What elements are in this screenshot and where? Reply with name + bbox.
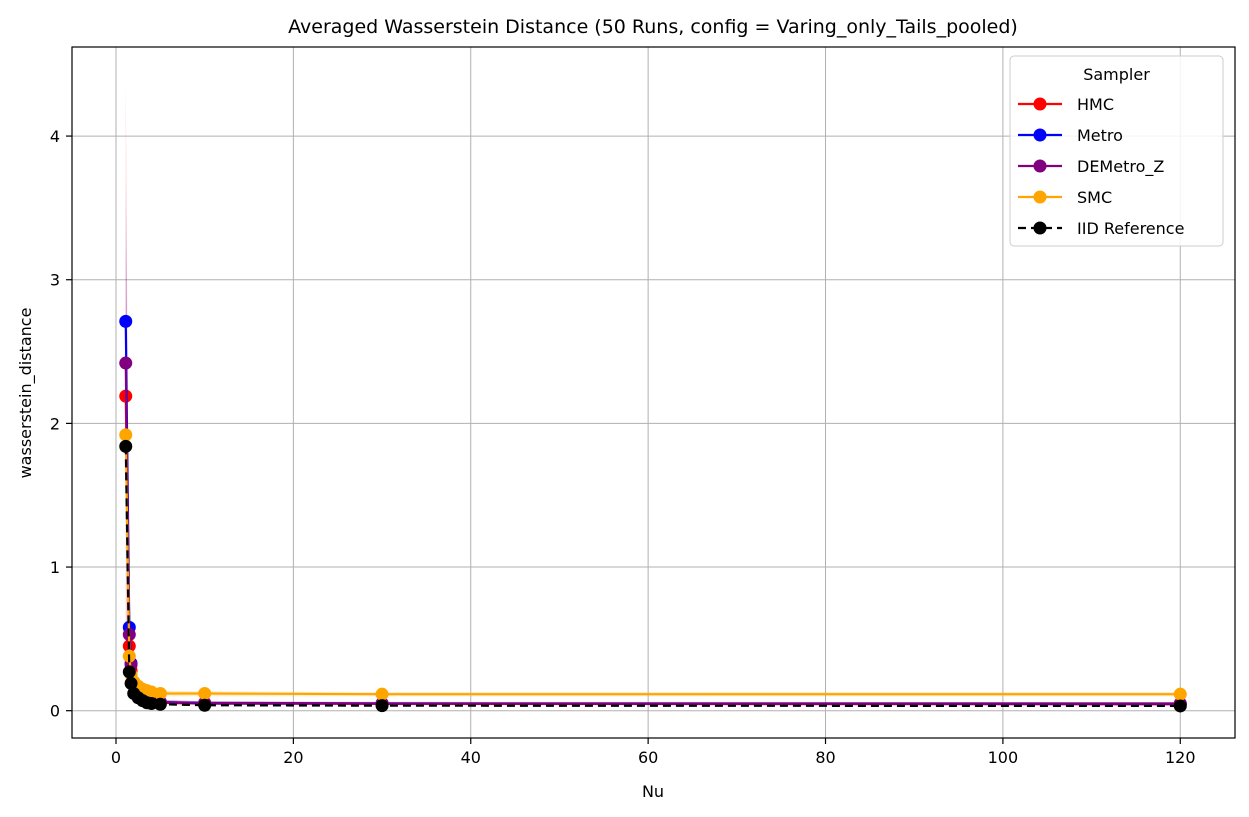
data-point-iid-reference bbox=[153, 697, 167, 711]
x-tick-label: 80 bbox=[815, 748, 835, 767]
chart-title: Averaged Wasserstein Distance (50 Runs, … bbox=[288, 16, 1018, 38]
legend-label: Metro bbox=[1077, 126, 1123, 145]
data-point-iid-reference bbox=[375, 699, 389, 713]
legend-item-smc: SMC bbox=[1018, 188, 1112, 207]
data-point-iid-reference bbox=[119, 439, 133, 453]
x-tick-label: 0 bbox=[111, 748, 121, 767]
data-point-smc bbox=[153, 686, 167, 700]
legend-item-iid-reference: IID Reference bbox=[1018, 219, 1184, 238]
legend-box bbox=[1009, 55, 1224, 247]
data-point-iid-reference bbox=[198, 698, 212, 712]
legend: Sampler HMC Metro DEMetro_Z SMC IID Reference bbox=[1009, 55, 1224, 247]
legend-item-demetro-z: DEMetro_Z bbox=[1018, 157, 1164, 177]
data-point-metro bbox=[119, 314, 133, 328]
legend-label: HMC bbox=[1077, 95, 1114, 114]
data-point-smc bbox=[1173, 687, 1187, 701]
y-tick-label: 1 bbox=[50, 558, 60, 577]
data-point-iid-reference bbox=[122, 665, 136, 679]
series-iid-reference bbox=[119, 439, 1187, 713]
legend-label: DEMetro_Z bbox=[1077, 157, 1164, 177]
y-tick-label: 4 bbox=[50, 127, 60, 146]
data-point-smc bbox=[198, 686, 212, 700]
x-tick-label: 20 bbox=[283, 748, 303, 767]
legend-marker bbox=[1033, 128, 1047, 142]
y-tick-label: 3 bbox=[50, 271, 60, 290]
grid bbox=[72, 47, 1235, 738]
y-tick-label: 0 bbox=[50, 702, 60, 721]
x-tick-label: 60 bbox=[638, 748, 658, 767]
y-axis-label: wasserstein_distance bbox=[16, 308, 36, 479]
legend-title: Sampler bbox=[1083, 65, 1150, 84]
plot-frame bbox=[71, 46, 1236, 739]
x-axis-label: Nu bbox=[642, 782, 664, 801]
legend-marker bbox=[1033, 159, 1047, 173]
axes: 0 20 40 60 80 100 120 0 1 2 3 4 bbox=[50, 46, 1236, 767]
x-tick-label: 40 bbox=[461, 748, 481, 767]
legend-marker bbox=[1033, 190, 1047, 204]
legend-item-metro: Metro bbox=[1018, 126, 1123, 145]
data-point-iid-reference bbox=[124, 676, 138, 690]
series-lines bbox=[119, 314, 1187, 713]
legend-marker bbox=[1033, 97, 1047, 111]
legend-label: IID Reference bbox=[1077, 219, 1184, 238]
y-tick-label: 2 bbox=[50, 414, 60, 433]
legend-item-hmc: HMC bbox=[1018, 95, 1114, 114]
data-point-smc bbox=[119, 428, 133, 442]
data-point-smc bbox=[375, 687, 389, 701]
legend-label: SMC bbox=[1077, 188, 1112, 207]
x-tick-label: 120 bbox=[1165, 748, 1196, 767]
x-tick-label: 100 bbox=[988, 748, 1019, 767]
data-point-iid-reference bbox=[1173, 699, 1187, 713]
data-point-demetro-z bbox=[119, 356, 133, 370]
legend-marker bbox=[1033, 221, 1047, 235]
